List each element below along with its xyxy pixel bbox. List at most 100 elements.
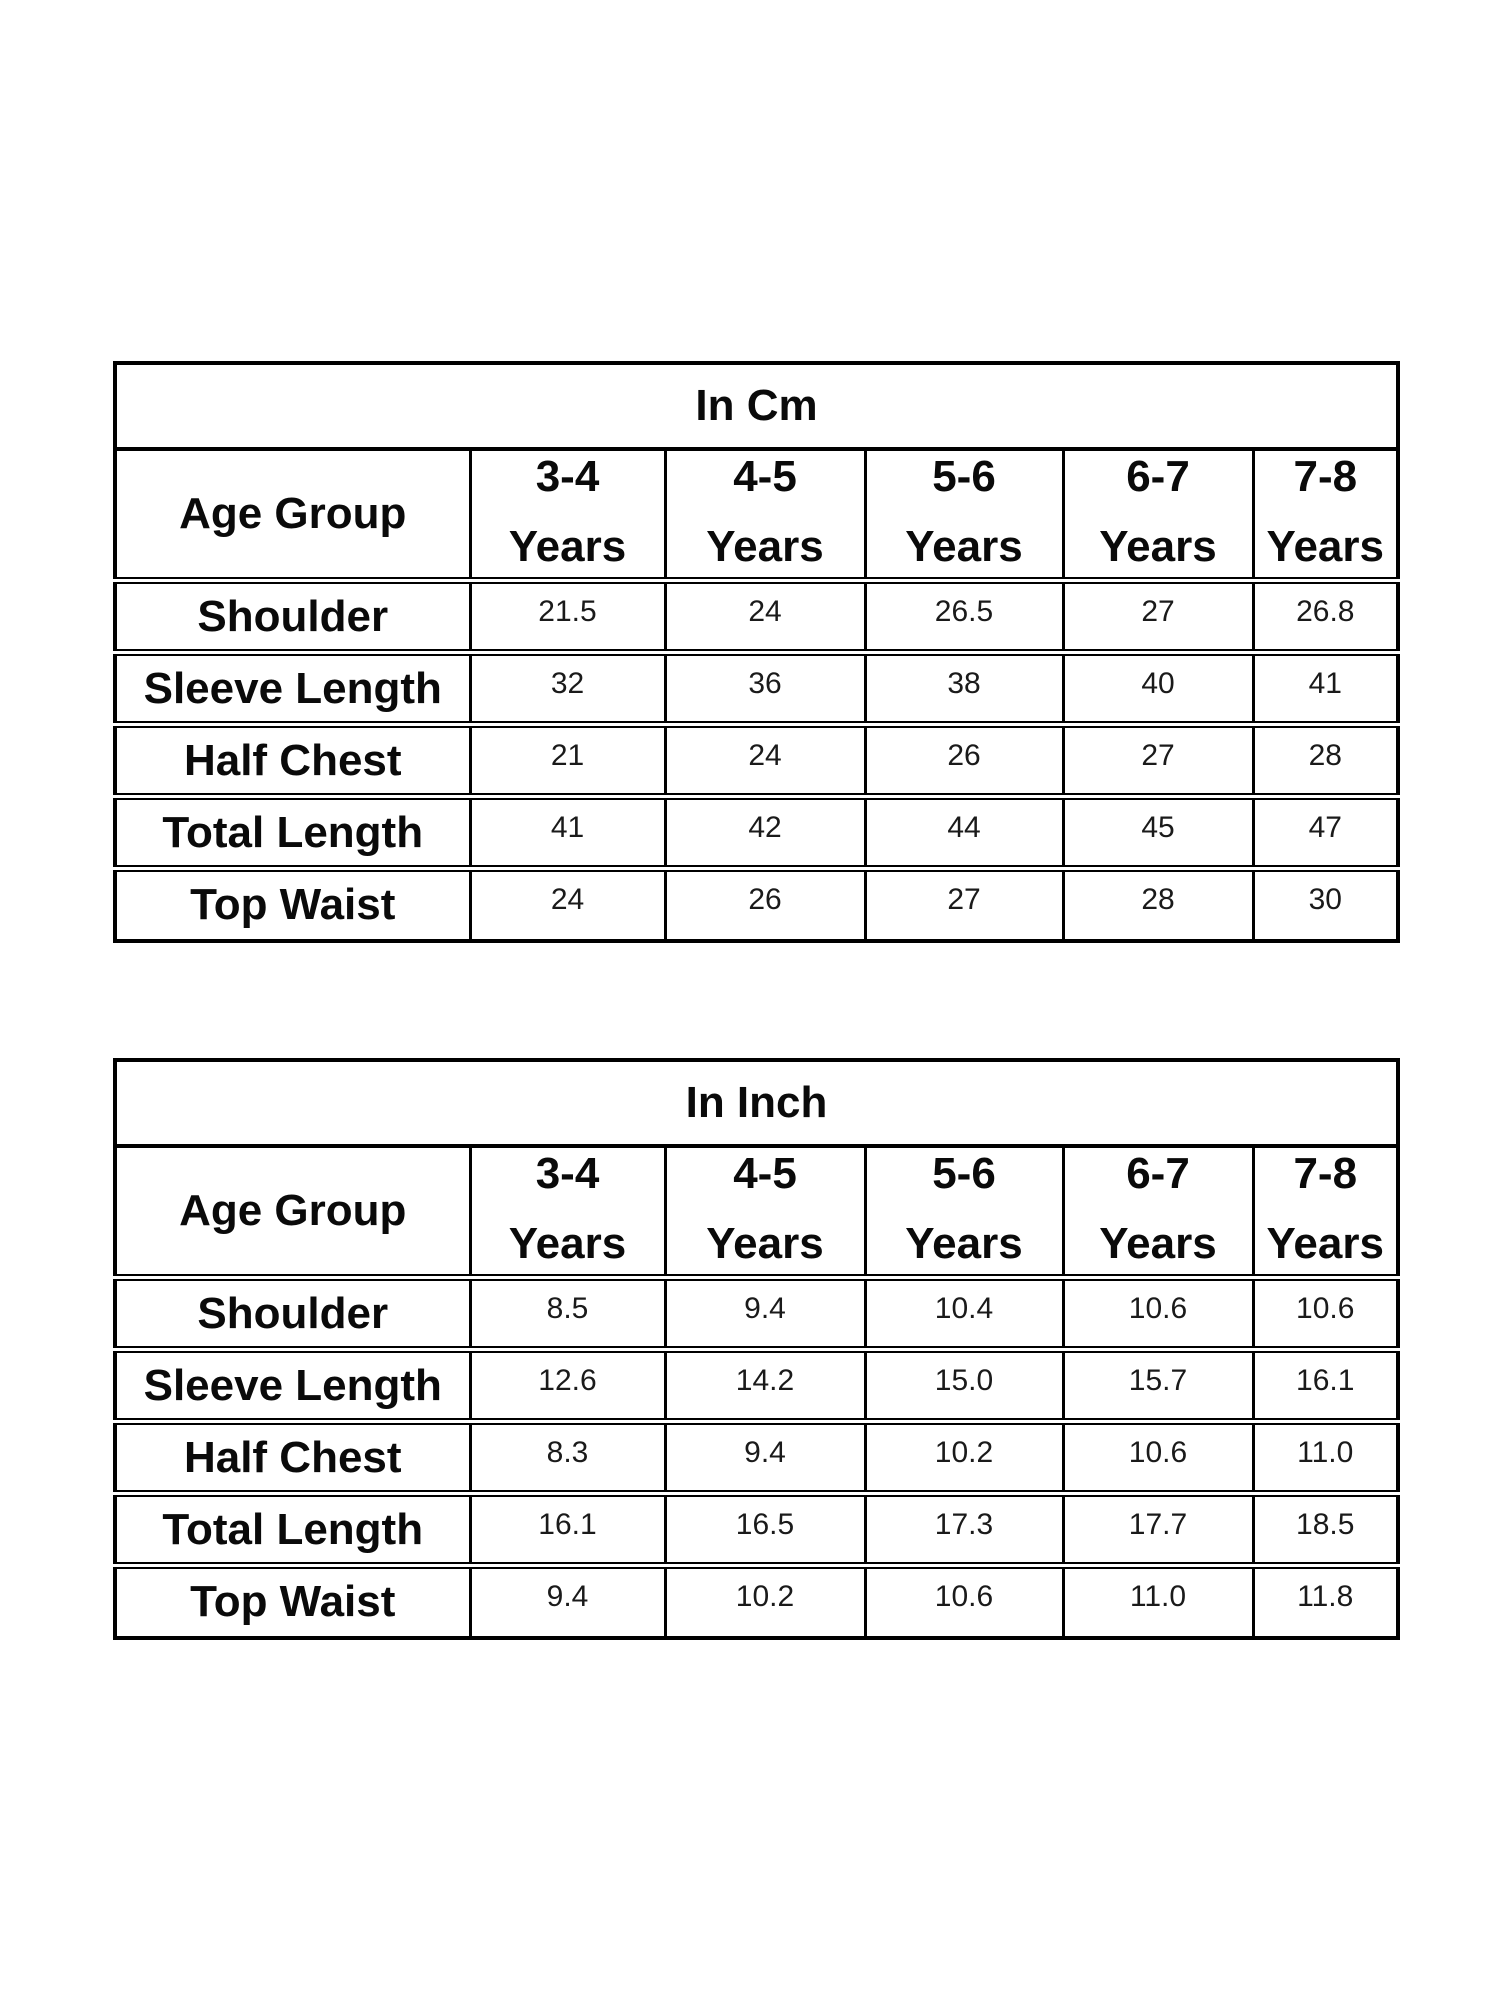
value-cell: 8.5	[468, 1276, 667, 1353]
age-range-text: 7-8	[1293, 1149, 1358, 1198]
value-cell: 10.2	[663, 1564, 867, 1640]
table-row: Half Chest 8.3 9.4 10.2 10.6 11.0	[113, 1420, 1400, 1497]
year-column-header-text: 6-7 Years	[1066, 1149, 1250, 1268]
value-cell: 10.6	[1061, 1276, 1255, 1353]
row-label: Shoulder	[113, 1276, 472, 1353]
value-cell: 21	[468, 723, 667, 800]
value-cell: 26	[863, 723, 1065, 800]
year-column-header: 7-8 Years	[1251, 1144, 1400, 1281]
table-row: Total Length 16.1 16.5 17.3 17.7 18.5	[113, 1492, 1400, 1569]
value-cell: 16.1	[1251, 1348, 1400, 1425]
value-cell: 24	[663, 723, 867, 800]
age-range-text: 5-6	[932, 1149, 996, 1198]
value-cell: 26.5	[863, 579, 1065, 656]
year-column-header-text: 6-7 Years	[1066, 452, 1250, 571]
age-range-text: 4-5	[733, 452, 797, 501]
age-range-text: 6-7	[1126, 452, 1190, 501]
age-unit-text: Years	[706, 1218, 824, 1268]
value-cell: 10.6	[1251, 1276, 1400, 1353]
value-cell: 28	[1251, 723, 1400, 800]
value-cell: 15.0	[863, 1348, 1065, 1425]
value-cell: 10.4	[863, 1276, 1065, 1353]
value-cell: 45	[1061, 795, 1255, 872]
row-label: Sleeve Length	[113, 651, 472, 728]
age-unit-text: Years	[508, 1218, 627, 1268]
value-cell: 38	[863, 651, 1065, 728]
age-range-text: 3-4	[535, 452, 600, 501]
value-cell: 12.6	[468, 1348, 667, 1425]
year-column-header-text: 3-4 Years	[473, 452, 662, 571]
value-cell: 47	[1251, 795, 1400, 872]
year-column-header-text: 5-6 Years	[868, 452, 1060, 571]
value-cell: 42	[663, 795, 867, 872]
value-cell: 10.6	[863, 1564, 1065, 1640]
age-unit-text: Years	[508, 521, 627, 571]
value-cell: 17.3	[863, 1492, 1065, 1569]
table-row: Shoulder 21.5 24 26.5 27 26.8	[113, 579, 1400, 656]
table-row: Half Chest 21 24 26 27 28	[113, 723, 1400, 800]
year-column-header-text: 7-8 Years	[1256, 452, 1395, 571]
value-cell: 32	[468, 651, 667, 728]
value-cell: 44	[863, 795, 1065, 872]
year-column-header-text: 4-5 Years	[668, 452, 862, 571]
value-cell: 9.4	[663, 1420, 867, 1497]
age-unit-text: Years	[1266, 1218, 1384, 1268]
row-label: Top Waist	[113, 1564, 472, 1640]
age-range-text: 7-8	[1293, 452, 1358, 501]
value-cell: 24	[468, 867, 667, 943]
table-header-row: Age Group 3-4 Years 4-5 Years 5-6 Years 6-7 Year…	[113, 447, 1400, 584]
value-cell: 11.0	[1061, 1564, 1255, 1640]
value-cell: 16.5	[663, 1492, 867, 1569]
value-cell: 27	[1061, 723, 1255, 800]
table-row: Sleeve Length 12.6 14.2 15.0 15.7 16.1	[113, 1348, 1400, 1425]
value-cell: 15.7	[1061, 1348, 1255, 1425]
year-column-header: 6-7 Years	[1061, 1144, 1255, 1281]
value-cell: 41	[1251, 651, 1400, 728]
size-table-inch: In Inch Age Group 3-4 Years 4-5 Years 5-6 Years…	[113, 1058, 1400, 1640]
row-label: Total Length	[113, 1492, 472, 1569]
year-column-header: 7-8 Years	[1251, 447, 1400, 584]
value-cell: 24	[663, 579, 867, 656]
age-range-text: 4-5	[733, 1149, 797, 1198]
value-cell: 11.0	[1251, 1420, 1400, 1497]
value-cell: 11.8	[1251, 1564, 1400, 1640]
value-cell: 18.5	[1251, 1492, 1400, 1569]
value-cell: 10.6	[1061, 1420, 1255, 1497]
value-cell: 8.3	[468, 1420, 667, 1497]
year-column-header: 5-6 Years	[863, 1144, 1065, 1281]
table-title-row: In Cm	[113, 361, 1400, 451]
year-column-header-text: 4-5 Years	[668, 1149, 862, 1268]
age-range-text: 3-4	[535, 1149, 600, 1198]
row-label: Half Chest	[113, 723, 472, 800]
value-cell: 14.2	[663, 1348, 867, 1425]
value-cell: 27	[1061, 579, 1255, 656]
row-label: Sleeve Length	[113, 1348, 472, 1425]
value-cell: 21.5	[468, 579, 667, 656]
table-row: Top Waist 24 26 27 28 30	[113, 867, 1400, 943]
table-row: Sleeve Length 32 36 38 40 41	[113, 651, 1400, 728]
value-cell: 41	[468, 795, 667, 872]
age-unit-text: Years	[1266, 521, 1384, 571]
value-cell: 40	[1061, 651, 1255, 728]
year-column-header: 4-5 Years	[663, 1144, 867, 1281]
table-title: In Cm	[113, 361, 1400, 451]
size-table-cm: In Cm Age Group 3-4 Years 4-5 Years 5-6 Years 6-…	[113, 361, 1401, 943]
value-cell: 9.4	[468, 1564, 667, 1640]
value-cell: 36	[663, 651, 867, 728]
age-group-header: Age Group	[113, 447, 472, 584]
year-column-header-text: 3-4 Years	[473, 1149, 662, 1268]
table-title: In Inch	[113, 1058, 1400, 1148]
table-row: Top Waist 9.4 10.2 10.6 11.0 11.8	[113, 1564, 1400, 1640]
row-label: Half Chest	[113, 1420, 472, 1497]
value-cell: 27	[863, 867, 1065, 943]
age-unit-text: Years	[706, 521, 824, 571]
value-cell: 10.2	[863, 1420, 1065, 1497]
year-column-header-text: 5-6 Years	[868, 1149, 1060, 1268]
age-unit-text: Years	[905, 521, 1023, 571]
year-column-header-text: 7-8 Years	[1256, 1149, 1395, 1268]
value-cell: 26.8	[1251, 579, 1400, 656]
age-unit-text: Years	[905, 1218, 1023, 1268]
year-column-header: 4-5 Years	[663, 447, 867, 584]
value-cell: 17.7	[1061, 1492, 1255, 1569]
